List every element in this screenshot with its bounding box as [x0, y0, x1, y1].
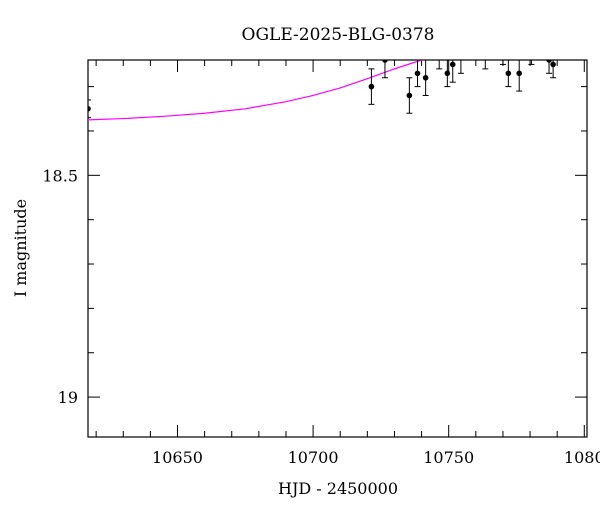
point-marker [511, 44, 517, 50]
data-point [482, 53, 489, 70]
point-marker [500, 48, 506, 54]
point-marker [449, 61, 456, 68]
x-tick-label: 10700 [288, 448, 339, 467]
point-marker [88, 105, 91, 112]
data-point [406, 77, 413, 114]
data-point [436, 53, 443, 70]
data-point [499, 48, 506, 65]
data-point [414, 60, 421, 88]
point-marker [558, 31, 564, 37]
data-point [516, 60, 523, 92]
point-marker [436, 53, 442, 59]
data-point [444, 60, 451, 88]
data-point [528, 48, 535, 65]
data-point [554, 29, 560, 56]
point-marker [406, 92, 413, 99]
point-marker [382, 60, 388, 63]
point-marker [546, 60, 552, 63]
data-point [505, 60, 512, 88]
data-point [546, 60, 553, 74]
data-point [487, 44, 494, 61]
data-point [558, 20, 564, 47]
data-point [449, 60, 456, 83]
point-marker [529, 48, 535, 54]
axis-ticks [88, 60, 587, 437]
point-marker [516, 70, 523, 77]
point-marker [414, 70, 421, 77]
x-tick-label: 1080 [564, 448, 600, 467]
point-marker [554, 39, 560, 45]
data-points [88, 2, 564, 119]
point-marker [368, 83, 375, 90]
y-tick-label: 18.5 [42, 166, 78, 185]
x-tick-label: 10750 [423, 448, 474, 467]
point-marker [444, 70, 451, 77]
point-marker [477, 35, 483, 41]
data-point [457, 48, 464, 74]
data-point [495, 2, 501, 29]
y-axis-label: I magnitude [11, 199, 30, 297]
data-point [381, 60, 388, 79]
model-curve [88, 60, 424, 121]
data-point [368, 68, 375, 105]
plot-frame [87, 59, 588, 438]
y-tick-labels: 1818.519 [42, 166, 78, 407]
point-marker [495, 13, 501, 19]
x-axis-label: HJD - 2450000 [278, 479, 398, 498]
point-marker [505, 70, 512, 77]
data-point [510, 44, 517, 61]
data-point [524, 44, 531, 61]
point-marker [422, 74, 429, 81]
data-point [477, 25, 483, 52]
chart-title: OGLE-2025-BLG-0378 [242, 25, 435, 45]
data-point [422, 60, 429, 96]
y-tick-label: 19 [58, 388, 78, 407]
x-tick-labels: 10650 10700 10750 1080 [152, 448, 600, 467]
x-tick-label: 10650 [152, 448, 203, 467]
point-marker [488, 44, 494, 50]
point-marker [458, 48, 464, 54]
data-point [88, 99, 91, 119]
point-marker [550, 61, 556, 68]
point-marker [525, 44, 531, 50]
data-point [550, 60, 557, 79]
point-marker [483, 53, 489, 59]
